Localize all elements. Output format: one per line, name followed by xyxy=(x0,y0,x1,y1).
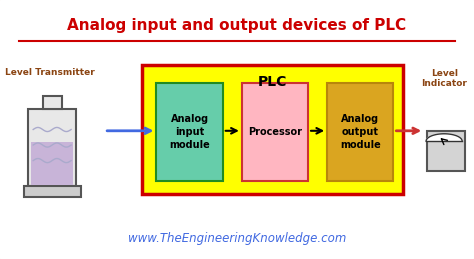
FancyBboxPatch shape xyxy=(43,96,62,109)
Text: www.TheEngineeringKnowledge.com: www.TheEngineeringKnowledge.com xyxy=(128,232,346,245)
Text: Analog
input
module: Analog input module xyxy=(169,114,210,150)
Text: Level Transmitter: Level Transmitter xyxy=(5,68,94,77)
Text: Analog
output
module: Analog output module xyxy=(340,114,381,150)
FancyBboxPatch shape xyxy=(142,65,403,194)
Text: PLC: PLC xyxy=(258,75,287,89)
Text: Analog input and output devices of PLC: Analog input and output devices of PLC xyxy=(67,18,407,33)
FancyBboxPatch shape xyxy=(242,83,308,181)
Polygon shape xyxy=(426,134,462,141)
FancyBboxPatch shape xyxy=(327,83,393,181)
FancyBboxPatch shape xyxy=(31,142,73,185)
FancyBboxPatch shape xyxy=(24,186,81,197)
FancyBboxPatch shape xyxy=(427,131,465,171)
FancyBboxPatch shape xyxy=(28,109,76,186)
Text: Processor: Processor xyxy=(248,127,302,137)
Text: Level
Indicator: Level Indicator xyxy=(421,69,467,88)
FancyBboxPatch shape xyxy=(156,83,223,181)
